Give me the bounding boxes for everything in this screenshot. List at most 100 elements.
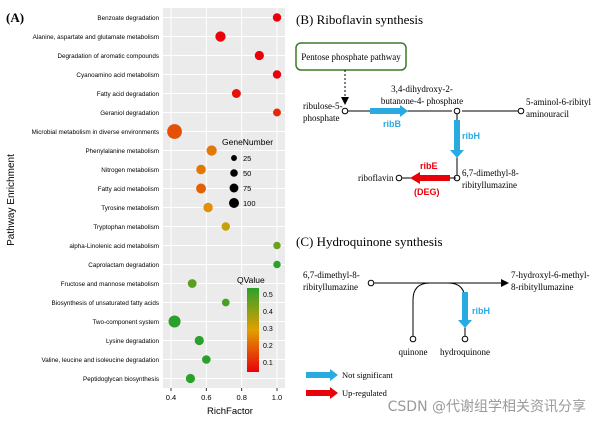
lumazine-line1: 6,7-dimethyl-8- [462, 168, 519, 178]
category-label: Fatty acid metabolism [98, 186, 159, 193]
node-left [367, 279, 375, 287]
colorbar-tick-label: 0.5 [263, 292, 273, 299]
hydroquinone-label: hydroquinone [440, 347, 490, 357]
bubble-point [202, 355, 211, 364]
size-legend-value: 50 [243, 169, 251, 178]
legend-red-arrow [306, 387, 338, 399]
category-label: Biosynthesis of unsaturated fatty acids [52, 300, 159, 307]
right-line2: 8-ribityllumazine [511, 282, 573, 292]
category-label: Microbial metabolism in diverse environm… [32, 129, 159, 136]
size-legend-title: GeneNumber [222, 137, 273, 147]
category-label: Caprolactam degradation [88, 262, 159, 269]
colorbar-tick-label: 0.2 [263, 343, 273, 350]
panel-c-hydroquinone: (C) Hydroquinone synthesis 6,7-dimethyl-… [296, 234, 589, 357]
size-legend: 25 50 75 100 [228, 154, 256, 209]
quinone-label: quinone [399, 347, 428, 357]
size-legend-value: 25 [243, 154, 251, 163]
bubble-point [221, 222, 230, 231]
node-dhb [453, 107, 461, 115]
node-ribulose [341, 107, 349, 115]
ribB-arrow [370, 105, 408, 117]
x-tick-label: 0.6 [201, 393, 211, 402]
bubble-point [254, 50, 264, 61]
bubble-point [221, 298, 230, 307]
x-tick-label: 0.4 [166, 393, 176, 402]
bubble-point [167, 124, 182, 139]
legend-not-significant: Not significant [342, 370, 393, 380]
category-label: Benzoate degradation [97, 15, 159, 22]
size-legend-value: 75 [243, 184, 251, 193]
category-label: Two-component system [93, 319, 160, 326]
node-hydroquinone [461, 335, 469, 343]
size-legend-value: 100 [243, 199, 256, 208]
bubble-point [185, 373, 196, 384]
category-labels: Benzoate degradation Alanine, aspartate a… [32, 15, 160, 383]
color-legend-title: QValue [237, 275, 265, 285]
bubble-point [196, 164, 206, 175]
left-line1: 6,7-dimethyl-8- [303, 270, 360, 280]
bubble-point [231, 88, 241, 99]
right-line1: 7-hydroxyl-6-methyl- [511, 270, 589, 280]
panel-b-title: (B) Riboflavin synthesis [296, 12, 423, 27]
bubble-point [203, 202, 213, 213]
watermark: CSDN @代谢组学相关资讯分享 [387, 399, 586, 415]
panel-a-bubble-chart: (A) Benzoate degradation Alanine, asparta… [6, 8, 285, 417]
colorbar-tick-label: 0.4 [263, 309, 273, 316]
aminol-line2: aminouracil [526, 109, 569, 119]
category-label: Geraniol degradation [100, 110, 159, 117]
deg-label: (DEG) [414, 187, 440, 197]
bubble-point [273, 108, 281, 117]
ribE-arrow [410, 172, 450, 184]
riboflavin-label: riboflavin [358, 173, 394, 183]
category-label: Valine, leucine and isoleucine degradati… [41, 357, 159, 364]
bubble-point [194, 335, 204, 346]
node-aminol [517, 107, 525, 115]
category-label: Lysine degradation [106, 338, 159, 345]
category-label: Peptidoglycan biosynthesis [83, 376, 159, 383]
ribulose-line1: ribulose-5- [303, 101, 343, 111]
bubble-point [168, 315, 181, 328]
bubble-point [187, 279, 197, 288]
colorbar-ticks: 0.5 0.4 0.3 0.2 0.1 [263, 292, 273, 367]
colorbar-tick-label: 0.1 [263, 360, 273, 367]
category-label: Degradation of aromatic compounds [57, 53, 159, 60]
colorbar [247, 288, 259, 372]
ribulose-line2: phosphate [303, 113, 340, 123]
x-tick-labels: 0.4 0.6 0.8 1.0 [166, 388, 282, 402]
arrow-legend: Not significant Up-regulated [306, 369, 393, 399]
panel-b-riboflavin: (B) Riboflavin synthesis Pentose phospha… [295, 12, 591, 197]
legend-blue-arrow [306, 369, 338, 381]
x-axis-label: RichFactor [207, 406, 253, 417]
node-quinone [409, 335, 417, 343]
left-line2: ribityllumazine [303, 282, 358, 292]
lumazine-line2: ribityllumazine [462, 180, 517, 190]
ribB-label: ribB [383, 119, 402, 129]
panel-a-label: (A) [6, 10, 24, 25]
node-riboflavin [395, 174, 403, 182]
bubble-point [272, 70, 282, 79]
ribH-label: ribH [462, 131, 480, 141]
bubble-point [196, 183, 206, 194]
size-legend-dot [231, 155, 237, 161]
x-tick-label: 1.0 [272, 393, 282, 402]
category-label: Alanine, aspartate and glutamate metabol… [33, 34, 159, 41]
ribH-arrow [450, 120, 464, 158]
dhb-line1: 3,4-dihydroxy-2- [391, 84, 453, 94]
bubble-point [273, 241, 281, 250]
pentose-label: Pentose phosphate pathway [301, 52, 401, 62]
category-label: Cyanoamino acid metabolism [76, 72, 159, 79]
panel-c-title: (C) Hydroquinone synthesis [296, 234, 443, 249]
colorbar-tick-label: 0.3 [263, 326, 273, 333]
category-label: Fructose and mannose metabolism [61, 281, 159, 288]
size-legend-dot [229, 183, 239, 193]
bubble-point [215, 31, 226, 42]
ribH-label-c: ribH [472, 306, 490, 316]
size-legend-dot [228, 197, 240, 209]
category-label: Tyrosine metabolism [101, 205, 159, 212]
bubble-point [206, 145, 217, 156]
category-label: Tryptophan metabolism [93, 224, 159, 231]
category-label: Fatty acid degradation [97, 91, 160, 98]
dhb-line2: butanone-4- phosphate [381, 96, 463, 106]
bubble-point [273, 260, 281, 269]
